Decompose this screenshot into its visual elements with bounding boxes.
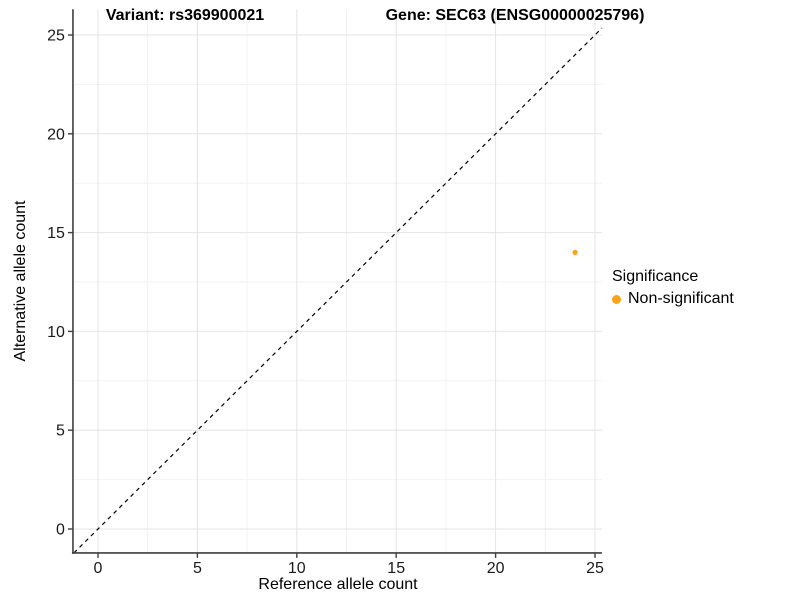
- identity-line: [73, 27, 603, 554]
- x-tick-label: 15: [387, 560, 405, 577]
- legend-point-icon: [612, 294, 621, 304]
- y-tick-label: 10: [47, 324, 65, 341]
- y-tick-label: 0: [56, 522, 65, 539]
- y-tick-label: 5: [56, 423, 65, 440]
- x-tick-label: 5: [193, 560, 202, 577]
- x-axis-title: Reference allele count: [258, 576, 418, 593]
- legend-item-label: Non-significant: [628, 290, 734, 307]
- x-tick-label: 10: [288, 560, 306, 577]
- x-tick-label: 20: [487, 560, 505, 577]
- legend-item: Non-significant: [612, 290, 734, 308]
- data-point: [572, 249, 578, 255]
- legend: Significance Non-significant: [612, 268, 734, 308]
- plot-title-variant: Variant: rs369900021: [105, 7, 265, 24]
- x-tick-label: 25: [586, 560, 604, 577]
- y-tick-label: 25: [47, 28, 65, 45]
- plot-title-gene: Gene: SEC63 (ENSG00000025796): [385, 7, 645, 24]
- legend-title: Significance: [612, 268, 699, 285]
- y-tick-label: 15: [47, 225, 65, 242]
- y-axis-title: Alternative allele count: [12, 200, 29, 362]
- y-tick-label: 20: [47, 126, 65, 143]
- x-tick-label: 0: [94, 560, 103, 577]
